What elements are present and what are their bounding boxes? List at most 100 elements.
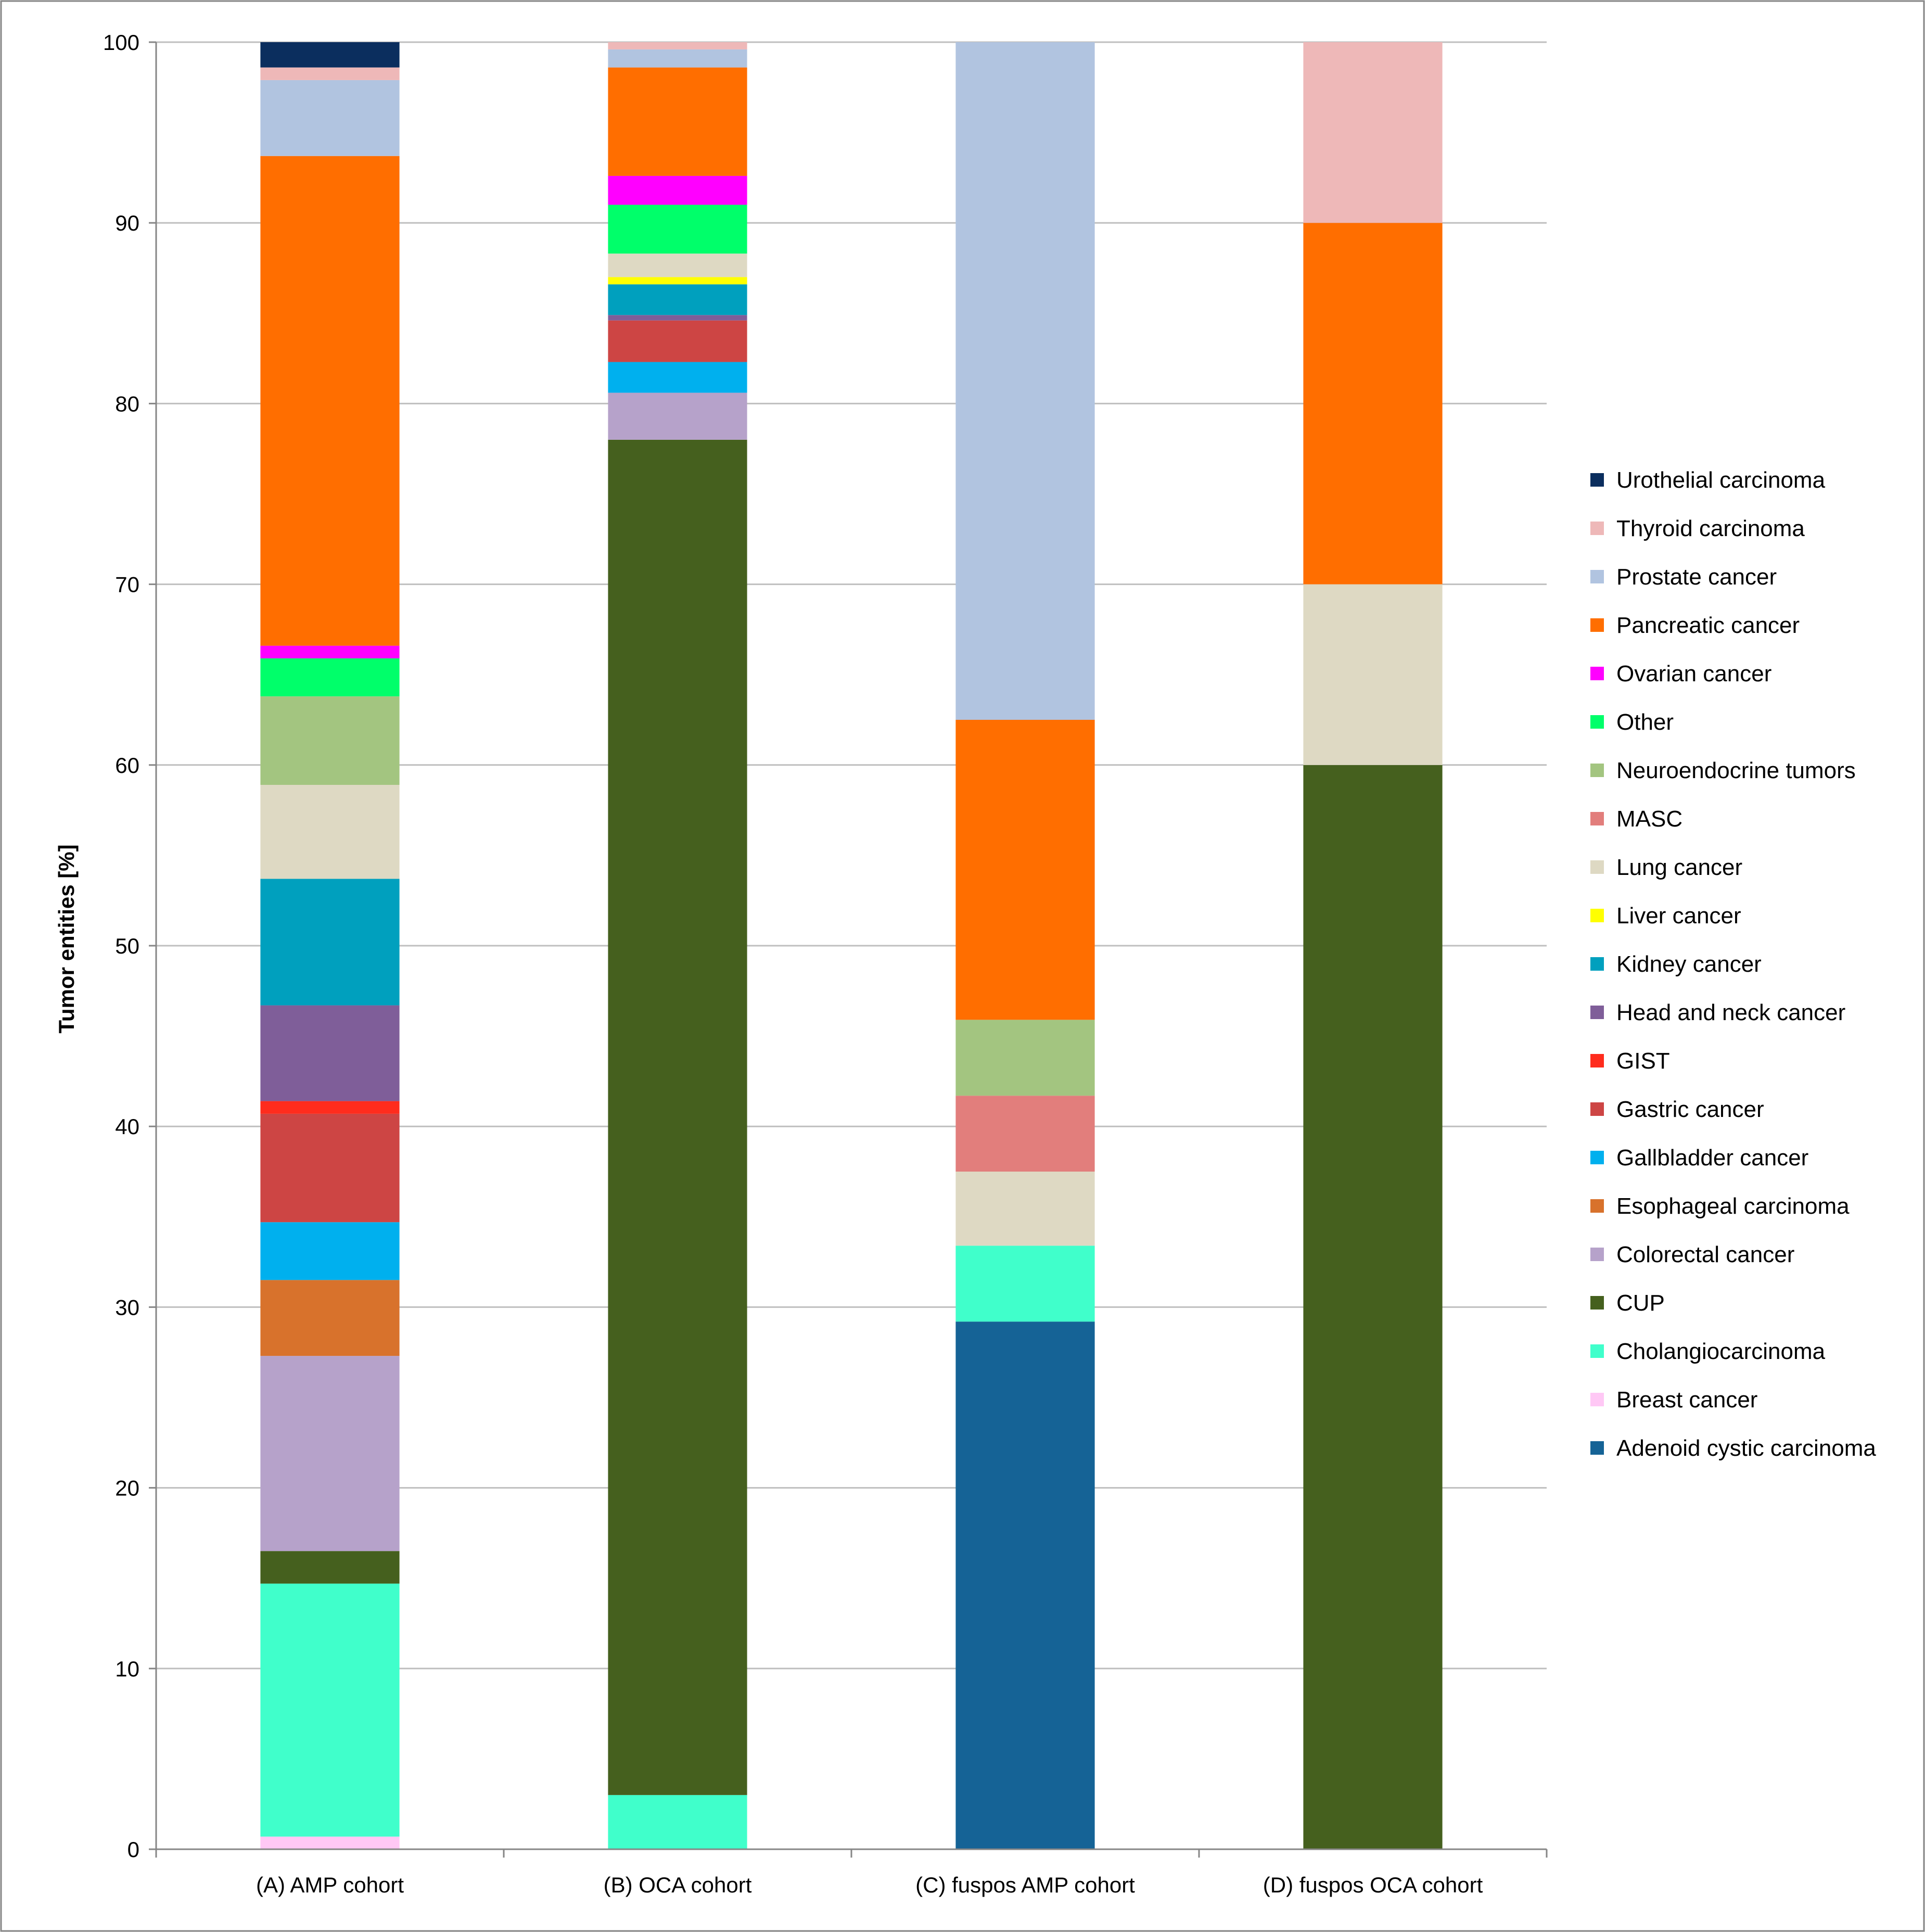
legend-entry: Liver cancer — [1590, 903, 1741, 929]
legend-label: Urothelial carcinoma — [1616, 467, 1826, 493]
legend-entry: Kidney cancer — [1590, 951, 1762, 977]
legend-swatch — [1590, 1248, 1604, 1261]
bar-segment — [955, 42, 1095, 720]
legend-swatch — [1590, 764, 1604, 777]
x-category-labels: (A) AMP cohort (B) OCA cohort (C) fuspos A… — [256, 1873, 1483, 1897]
y-axis-title: Tumor entities [%] — [54, 844, 79, 1033]
legend-entry: CUP — [1590, 1290, 1665, 1316]
bar-segment — [260, 1280, 400, 1356]
bar-segment — [260, 1836, 400, 1849]
bar-segment — [1303, 42, 1443, 223]
bar-segment — [955, 1172, 1095, 1246]
legend-label: Colorectal cancer — [1616, 1242, 1794, 1267]
bar-segment — [260, 784, 400, 879]
x-category-label: (B) OCA cohort — [604, 1873, 752, 1897]
legend-label: Liver cancer — [1616, 903, 1741, 929]
bar-segment — [260, 1101, 400, 1114]
legend-entry: Urothelial carcinoma — [1590, 467, 1826, 493]
bar-segment — [608, 392, 747, 440]
legend-label: Kidney cancer — [1616, 951, 1762, 977]
y-tick-label: 30 — [115, 1295, 139, 1319]
bar-segment — [1303, 584, 1443, 765]
legend-label: Other — [1616, 709, 1674, 735]
bar-segment — [608, 315, 747, 321]
legend-entry: Gallbladder cancer — [1590, 1145, 1808, 1171]
bar-segment — [608, 253, 747, 277]
y-tick-label: 70 — [115, 573, 139, 597]
legend-swatch — [1590, 1441, 1604, 1455]
legend-label: Gallbladder cancer — [1616, 1145, 1808, 1171]
legend-swatch — [1590, 715, 1604, 729]
legend-entry: Head and neck cancer — [1590, 1000, 1845, 1025]
legend-label: CUP — [1616, 1290, 1665, 1316]
legend-swatch — [1590, 473, 1604, 487]
legend-swatch — [1590, 1393, 1604, 1406]
legend-entry: Esophageal carcinoma — [1590, 1193, 1850, 1219]
legend-label: MASC — [1616, 806, 1682, 832]
legend-label: Prostate cancer — [1616, 564, 1777, 590]
y-tick-label: 100 — [103, 30, 139, 55]
legend-label: Breast cancer — [1616, 1387, 1757, 1413]
legend-label: Gastric cancer — [1616, 1097, 1764, 1122]
axes — [149, 41, 1548, 1858]
legend-swatch — [1590, 1344, 1604, 1358]
bar-segment — [608, 277, 747, 285]
bar-segment — [260, 645, 400, 658]
y-tick-label: 60 — [115, 753, 139, 778]
legend-label: Lung cancer — [1616, 855, 1742, 880]
legend-entry: Gastric cancer — [1590, 1097, 1764, 1122]
legend-label: Cholangiocarcinoma — [1616, 1339, 1826, 1364]
bar-segment — [260, 156, 400, 646]
bar-segment — [260, 1356, 400, 1552]
legend-swatch — [1590, 618, 1604, 632]
legend-swatch — [1590, 909, 1604, 922]
legend-entry: Thyroid carcinoma — [1590, 516, 1805, 541]
legend-label: Thyroid carcinoma — [1616, 516, 1805, 541]
bar-segment — [608, 1795, 747, 1849]
legend-swatch — [1590, 1006, 1604, 1019]
x-category-label: (C) fuspos AMP cohort — [915, 1873, 1135, 1897]
bar-segment — [1303, 765, 1443, 1849]
bar-segment — [260, 42, 400, 68]
legend-label: Head and neck cancer — [1616, 1000, 1845, 1025]
bars — [260, 42, 1443, 1849]
bar-segment — [260, 67, 400, 80]
bar-segment — [608, 67, 747, 176]
y-tick-label: 80 — [115, 391, 139, 416]
legend-entry: Lung cancer — [1590, 855, 1742, 880]
bar-segment — [1303, 223, 1443, 584]
legend-entry: Ovarian cancer — [1590, 661, 1771, 687]
y-tick-label: 10 — [115, 1657, 139, 1681]
y-tick-label: 90 — [115, 211, 139, 235]
bar-segment — [608, 42, 747, 49]
bar-segment — [955, 1245, 1095, 1322]
legend-swatch — [1590, 860, 1604, 874]
bar-segment — [260, 1583, 400, 1837]
legend-entry: Prostate cancer — [1590, 564, 1777, 590]
legend-swatch — [1590, 1054, 1604, 1067]
bar-segment — [955, 1096, 1095, 1172]
legend-entry: Other — [1590, 709, 1674, 735]
legend-swatch — [1590, 1102, 1604, 1116]
bar-segment — [260, 1005, 400, 1101]
y-tick-label: 20 — [115, 1476, 139, 1501]
legend-entry: GIST — [1590, 1048, 1670, 1074]
x-category-label: (D) fuspos OCA cohort — [1263, 1873, 1483, 1897]
legend: Urothelial carcinoma Thyroid carcinoma Pro… — [1590, 467, 1876, 1461]
bar-segment — [608, 205, 747, 254]
legend-swatch — [1590, 957, 1604, 971]
legend-swatch — [1590, 1199, 1604, 1213]
bar-segment — [260, 1222, 400, 1280]
bar-segment — [955, 1020, 1095, 1096]
bar-segment — [260, 1551, 400, 1584]
legend-label: Esophageal carcinoma — [1616, 1193, 1850, 1219]
bar-segment — [608, 320, 747, 362]
legend-swatch — [1590, 812, 1604, 825]
legend-label: GIST — [1616, 1048, 1670, 1074]
x-category-label: (A) AMP cohort — [256, 1873, 404, 1897]
legend-entry: Cholangiocarcinoma — [1590, 1339, 1826, 1364]
bar-segment — [608, 362, 747, 393]
bar-segment — [955, 1321, 1095, 1849]
y-tick-labels: 0 10 20 30 40 50 60 70 80 90 100 — [103, 30, 139, 1862]
